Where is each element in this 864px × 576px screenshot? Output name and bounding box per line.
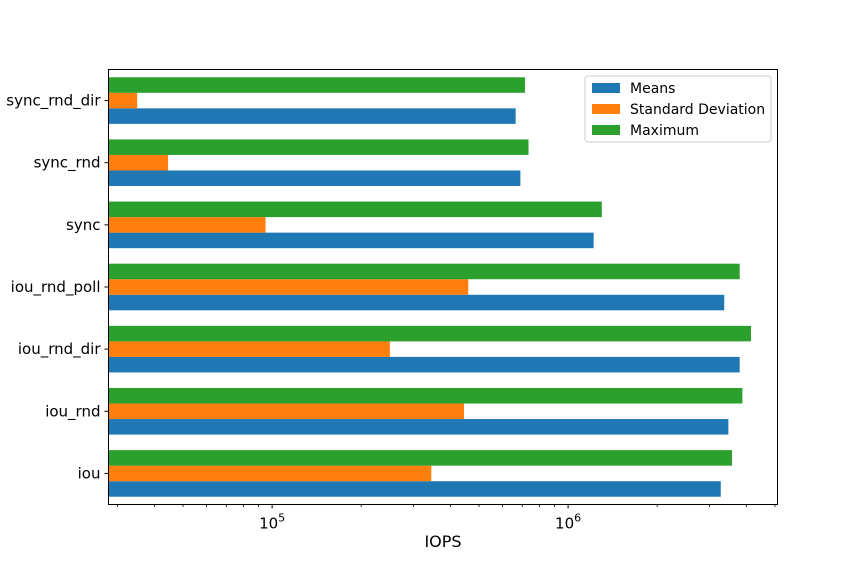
y-tick-label: iou_rnd_dir <box>18 340 101 359</box>
bar-iou-maximum <box>108 450 733 466</box>
y-tick-label: sync_rnd_dir <box>6 92 101 111</box>
x-axis-label: IOPS <box>424 532 461 551</box>
y-tick-label: iou_rnd_poll <box>11 278 101 297</box>
bar-iou_rnd-standard-deviation <box>108 403 465 420</box>
bar-iou-means <box>108 481 721 497</box>
legend-swatch <box>592 104 620 114</box>
bar-iou_rnd_dir-maximum <box>108 325 751 342</box>
bar-sync-maximum <box>108 201 602 218</box>
legend-label: Standard Deviation <box>630 102 765 118</box>
bar-iou-standard-deviation <box>108 465 432 482</box>
bar-sync_rnd-means <box>108 170 521 187</box>
bars-layer <box>108 77 751 497</box>
y-tick-label: sync <box>66 216 100 234</box>
bar-sync-means <box>108 232 594 249</box>
bar-sync_rnd-maximum <box>108 139 529 155</box>
y-tick-label: iou <box>78 464 101 482</box>
legend-label: Maximum <box>630 123 699 139</box>
bar-sync_rnd-standard-deviation <box>108 154 169 171</box>
legend-swatch <box>592 125 620 135</box>
bar-sync-standard-deviation <box>108 217 266 233</box>
bar-iou_rnd_poll-standard-deviation <box>108 279 469 295</box>
legend: Means Standard Deviation Maximum <box>584 75 772 143</box>
legend-box <box>584 75 772 143</box>
x-tick-label: 106 <box>555 512 581 533</box>
bar-iou_rnd-means <box>108 419 729 435</box>
y-tick-label: iou_rnd <box>45 402 100 421</box>
legend-swatch <box>592 83 620 93</box>
bar-sync_rnd_dir-maximum <box>108 77 525 93</box>
bar-iou_rnd_dir-standard-deviation <box>108 341 390 357</box>
bar-iou_rnd_poll-maximum <box>108 263 740 280</box>
bar-sync_rnd_dir-means <box>108 108 516 124</box>
y-tick-label: sync_rnd <box>34 154 101 173</box>
bar-sync_rnd_dir-standard-deviation <box>108 92 138 109</box>
legend-label: Means <box>630 81 675 97</box>
bar-iou_rnd-maximum <box>108 387 743 404</box>
x-tick-label: 105 <box>259 512 285 533</box>
bar-iou_rnd_poll-means <box>108 294 725 311</box>
bar-iou_rnd_dir-means <box>108 356 740 373</box>
